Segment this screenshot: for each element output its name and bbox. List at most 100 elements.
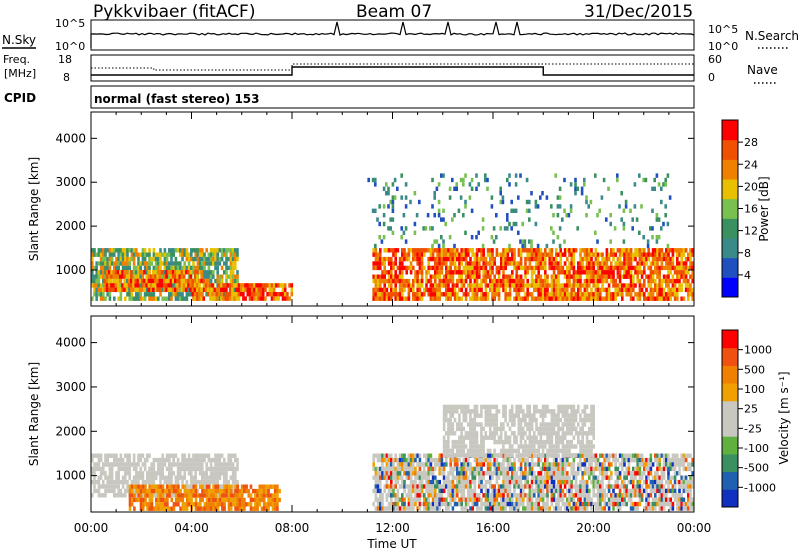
data-cell (152, 475, 156, 480)
data-cell (566, 270, 569, 275)
data-cell (607, 506, 611, 511)
data-cell (614, 453, 617, 458)
data-cell (583, 292, 587, 297)
data-cell (205, 261, 208, 266)
data-cell (195, 292, 199, 297)
data-cell (451, 287, 455, 293)
data-cell (493, 261, 496, 266)
data-cell (643, 488, 646, 494)
data-cell (438, 278, 441, 284)
data-cell (260, 506, 264, 511)
data-cell (629, 265, 633, 271)
data-cell (633, 182, 637, 187)
data-cell (533, 493, 536, 498)
data-cell (581, 261, 584, 266)
data-cell (596, 493, 600, 498)
data-cell (546, 252, 549, 257)
data-cell (508, 243, 511, 249)
data-cell (660, 261, 664, 266)
data-cell (638, 248, 642, 253)
data-cell (533, 475, 536, 480)
data-cell (144, 502, 147, 507)
data-cell (171, 270, 175, 275)
data-cell (394, 252, 397, 257)
data-cell (217, 287, 221, 292)
data-cell (558, 186, 562, 191)
data-cell (544, 484, 547, 489)
data-cell (572, 252, 576, 257)
data-cell (599, 471, 602, 476)
data-cell (653, 177, 656, 183)
data-cell (132, 265, 136, 271)
data-cell (557, 283, 560, 288)
data-cell (504, 296, 507, 301)
data-cell (603, 497, 606, 502)
data-cell (572, 278, 576, 284)
data-cell (458, 274, 461, 279)
data-cell (548, 265, 551, 271)
data-cell (572, 466, 576, 472)
data-cell (634, 265, 637, 271)
data-cell (392, 248, 395, 253)
data-cell (627, 292, 631, 297)
colorbar-cell (722, 198, 738, 219)
data-cell (387, 204, 390, 209)
data-cell (574, 283, 578, 288)
colorbar-tick-label: 8 (744, 247, 751, 260)
data-cell (599, 488, 602, 494)
data-cell (448, 195, 452, 200)
data-cell (110, 248, 114, 253)
data-cell (671, 248, 675, 253)
data-cell (420, 252, 424, 257)
data-cell (137, 457, 140, 463)
data-cell (687, 252, 690, 257)
data-cell (585, 265, 589, 271)
data-cell (614, 261, 617, 266)
data-cell (392, 501, 395, 507)
data-cell (154, 475, 158, 480)
data-cell (607, 296, 611, 301)
data-cell (588, 270, 591, 275)
data-cell (667, 296, 670, 301)
data-cell (436, 484, 439, 489)
data-cell (239, 292, 243, 297)
data-cell (592, 252, 595, 257)
data-cell (220, 274, 224, 279)
data-cell (651, 475, 655, 480)
data-cell (172, 471, 175, 476)
data-cell (93, 292, 96, 297)
data-cell (91, 466, 94, 472)
data-cell (143, 248, 147, 253)
data-cell (612, 248, 615, 253)
data-cell (570, 493, 573, 498)
data-cell (638, 493, 642, 498)
data-cell (627, 457, 631, 463)
data-cell (207, 493, 211, 498)
data-cell (618, 204, 621, 209)
data-cell (678, 252, 681, 257)
data-cell (436, 479, 439, 485)
data-cell (453, 466, 457, 472)
data-cell (621, 287, 624, 293)
data-cell (567, 213, 571, 218)
data-cell (667, 261, 670, 266)
data-cell (536, 204, 540, 209)
data-cell (260, 484, 264, 489)
data-cell (176, 466, 180, 472)
data-cell (126, 462, 129, 467)
data-cell (135, 248, 138, 253)
data-cell (231, 252, 235, 257)
data-cell (203, 488, 207, 494)
data-cell (526, 265, 529, 271)
data-cell (583, 457, 587, 463)
data-cell (508, 173, 511, 178)
data-cell (381, 493, 384, 498)
data-cell (106, 256, 109, 262)
data-cell (484, 457, 488, 463)
data-cell (577, 261, 580, 266)
data-cell (198, 457, 202, 463)
data-cell (662, 497, 666, 502)
nsky-label: N.Sky (2, 33, 36, 47)
data-cell (438, 292, 441, 297)
data-cell (530, 457, 534, 463)
